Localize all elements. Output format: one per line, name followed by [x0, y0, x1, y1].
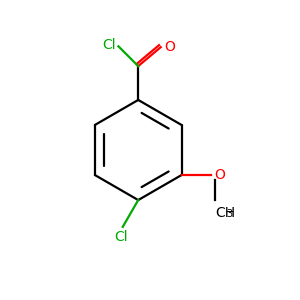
- Text: CH: CH: [215, 206, 236, 220]
- Text: 3: 3: [226, 209, 233, 219]
- Text: Cl: Cl: [103, 38, 116, 52]
- Text: O: O: [164, 40, 175, 54]
- Text: O: O: [214, 168, 225, 182]
- Text: Cl: Cl: [115, 230, 128, 244]
